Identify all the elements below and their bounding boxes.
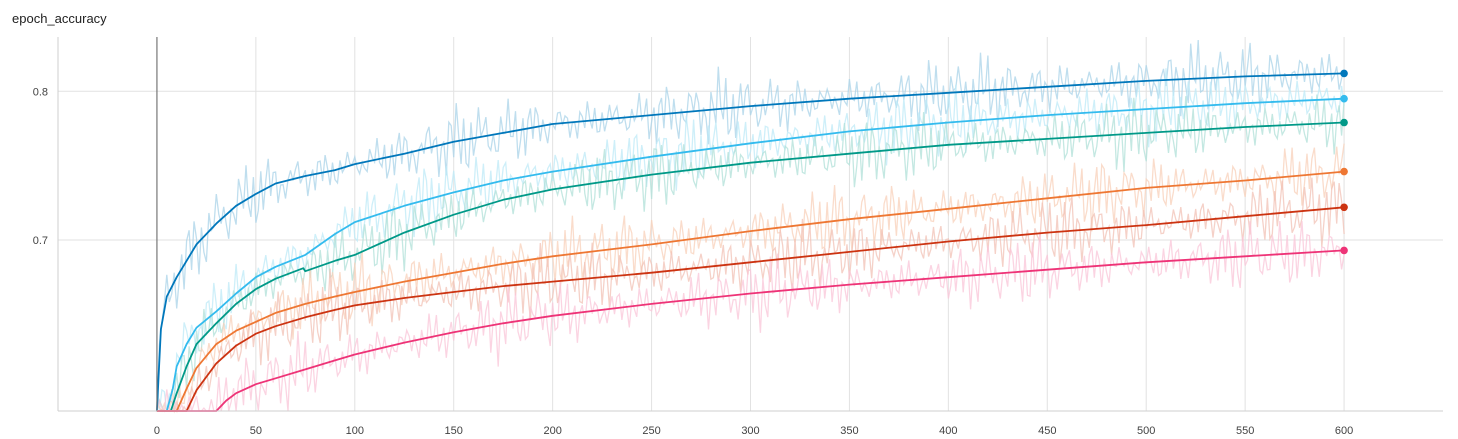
axis-layer: 0 50 100 150 200 250 300 350 400 450 500 550 600 0.7 0… — [33, 37, 1443, 437]
x-tick-label: 500 — [1137, 425, 1155, 437]
raw-series-line — [156, 39, 1345, 412]
x-tick-label: 150 — [445, 425, 463, 437]
x-tick-label: 600 — [1335, 425, 1353, 437]
series-line — [156, 97, 1345, 412]
series-end-marker — [1340, 118, 1348, 127]
chart-title: epoch_accuracy — [12, 11, 107, 26]
x-tick-label: 300 — [741, 425, 759, 437]
x-tick-label: 200 — [543, 425, 561, 437]
y-tick-label: 0.8 — [33, 86, 48, 98]
series-line — [156, 206, 1345, 412]
series-end-marker — [1340, 69, 1348, 78]
x-tick-label: 550 — [1236, 425, 1254, 437]
x-tick-label: 350 — [840, 425, 858, 437]
series-line — [156, 170, 1345, 412]
x-tick-label: 400 — [939, 425, 957, 437]
series-end-marker — [1340, 94, 1348, 103]
series-end-marker — [1340, 203, 1348, 212]
raw-lines-layer — [156, 39, 1345, 414]
raw-series-line — [156, 68, 1345, 412]
series-line — [156, 72, 1345, 412]
series-line — [156, 249, 1345, 412]
smoothed-lines-layer — [156, 69, 1348, 412]
x-tick-label: 100 — [346, 425, 364, 437]
x-tick-label: 250 — [642, 425, 660, 437]
raw-series-line — [156, 177, 1345, 414]
x-tick-label: 0 — [154, 425, 160, 437]
series-end-marker — [1340, 167, 1348, 176]
x-tick-label: 450 — [1038, 425, 1056, 437]
series-end-marker — [1340, 246, 1348, 255]
x-tick-label: 50 — [250, 425, 262, 437]
y-tick-label: 0.7 — [33, 235, 48, 247]
series-line — [156, 121, 1345, 412]
raw-series-line — [156, 220, 1345, 413]
